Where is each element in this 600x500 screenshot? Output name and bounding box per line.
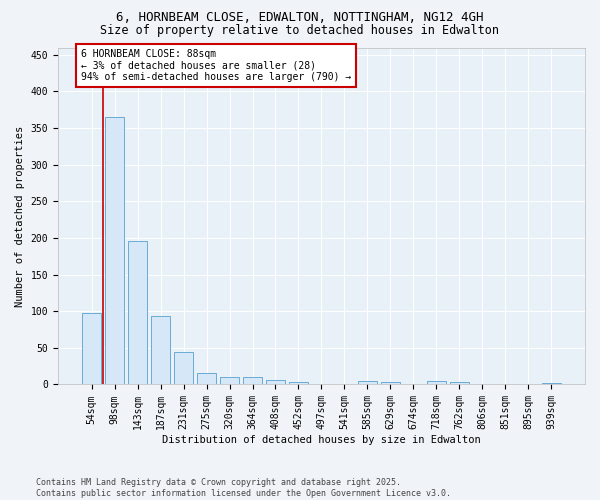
Bar — [449, 382, 469, 384]
Bar — [151, 316, 170, 384]
Bar — [427, 381, 446, 384]
Bar — [358, 381, 377, 384]
Bar — [197, 374, 217, 384]
Bar — [220, 377, 239, 384]
Text: 6 HORNBEAM CLOSE: 88sqm
← 3% of detached houses are smaller (28)
94% of semi-det: 6 HORNBEAM CLOSE: 88sqm ← 3% of detached… — [81, 49, 352, 82]
Bar — [128, 241, 148, 384]
Bar — [82, 312, 101, 384]
Bar — [243, 377, 262, 384]
Text: Size of property relative to detached houses in Edwalton: Size of property relative to detached ho… — [101, 24, 499, 37]
Bar — [542, 383, 561, 384]
Bar — [105, 117, 124, 384]
Y-axis label: Number of detached properties: Number of detached properties — [15, 126, 25, 306]
Bar — [289, 382, 308, 384]
Text: 6, HORNBEAM CLOSE, EDWALTON, NOTTINGHAM, NG12 4GH: 6, HORNBEAM CLOSE, EDWALTON, NOTTINGHAM,… — [116, 11, 484, 24]
Text: Contains HM Land Registry data © Crown copyright and database right 2025.
Contai: Contains HM Land Registry data © Crown c… — [36, 478, 451, 498]
Bar — [266, 380, 285, 384]
Bar — [174, 352, 193, 384]
Bar — [380, 382, 400, 384]
X-axis label: Distribution of detached houses by size in Edwalton: Distribution of detached houses by size … — [162, 435, 481, 445]
